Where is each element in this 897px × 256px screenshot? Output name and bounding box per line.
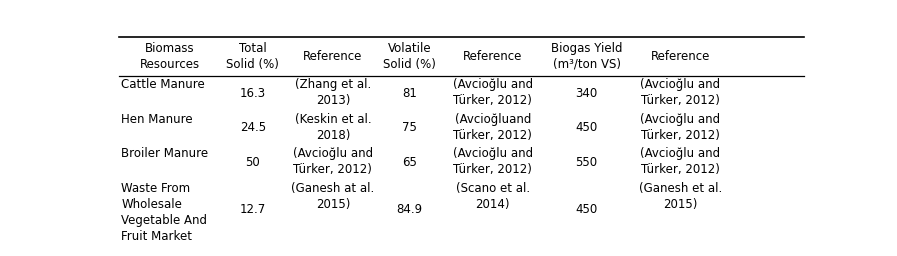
- Text: (Avcioğlu and
Türker, 2012): (Avcioğlu and Türker, 2012): [292, 147, 373, 176]
- Text: (Scano et al.
2014): (Scano et al. 2014): [456, 182, 530, 211]
- Text: (Zhang et al.
2013): (Zhang et al. 2013): [295, 78, 371, 108]
- Text: Broiler Manure: Broiler Manure: [121, 147, 208, 161]
- Text: Reference: Reference: [650, 50, 710, 63]
- Text: (Avcioğluand
Türker, 2012): (Avcioğluand Türker, 2012): [453, 113, 532, 142]
- Text: (Avcioğlu and
Türker, 2012): (Avcioğlu and Türker, 2012): [453, 147, 533, 176]
- Text: 550: 550: [576, 156, 597, 169]
- Text: Cattle Manure: Cattle Manure: [121, 78, 205, 91]
- Text: (Avcioğlu and
Türker, 2012): (Avcioğlu and Türker, 2012): [453, 78, 533, 108]
- Text: Hen Manure: Hen Manure: [121, 113, 193, 126]
- Text: (Keskin et al.
2018): (Keskin et al. 2018): [294, 113, 371, 142]
- Text: 24.5: 24.5: [239, 121, 266, 134]
- Text: 75: 75: [402, 121, 417, 134]
- Text: Total
Solid (%): Total Solid (%): [226, 42, 279, 71]
- Text: 340: 340: [576, 87, 597, 100]
- Text: Waste From
Wholesale
Vegetable And
Fruit Market: Waste From Wholesale Vegetable And Fruit…: [121, 182, 207, 243]
- Text: 81: 81: [402, 87, 417, 100]
- Text: Reference: Reference: [463, 50, 522, 63]
- Text: Biogas Yield
(m³/ton VS): Biogas Yield (m³/ton VS): [551, 42, 623, 71]
- Text: Volatile
Solid (%): Volatile Solid (%): [383, 42, 436, 71]
- Text: 450: 450: [576, 202, 597, 216]
- Text: (Avcioğlu and
Türker, 2012): (Avcioğlu and Türker, 2012): [640, 78, 720, 108]
- Text: Reference: Reference: [303, 50, 362, 63]
- Text: 65: 65: [402, 156, 417, 169]
- Text: 84.9: 84.9: [396, 202, 422, 216]
- Text: Biomass
Resources: Biomass Resources: [139, 42, 199, 71]
- Text: (Ganesh at al.
2015): (Ganesh at al. 2015): [292, 182, 374, 211]
- Text: (Avcioğlu and
Türker, 2012): (Avcioğlu and Türker, 2012): [640, 147, 720, 176]
- Text: 450: 450: [576, 121, 597, 134]
- Text: 12.7: 12.7: [239, 202, 266, 216]
- Text: (Avcioğlu and
Türker, 2012): (Avcioğlu and Türker, 2012): [640, 113, 720, 142]
- Text: (Ganesh et al.
2015): (Ganesh et al. 2015): [639, 182, 722, 211]
- Text: 50: 50: [246, 156, 260, 169]
- Text: 16.3: 16.3: [239, 87, 266, 100]
